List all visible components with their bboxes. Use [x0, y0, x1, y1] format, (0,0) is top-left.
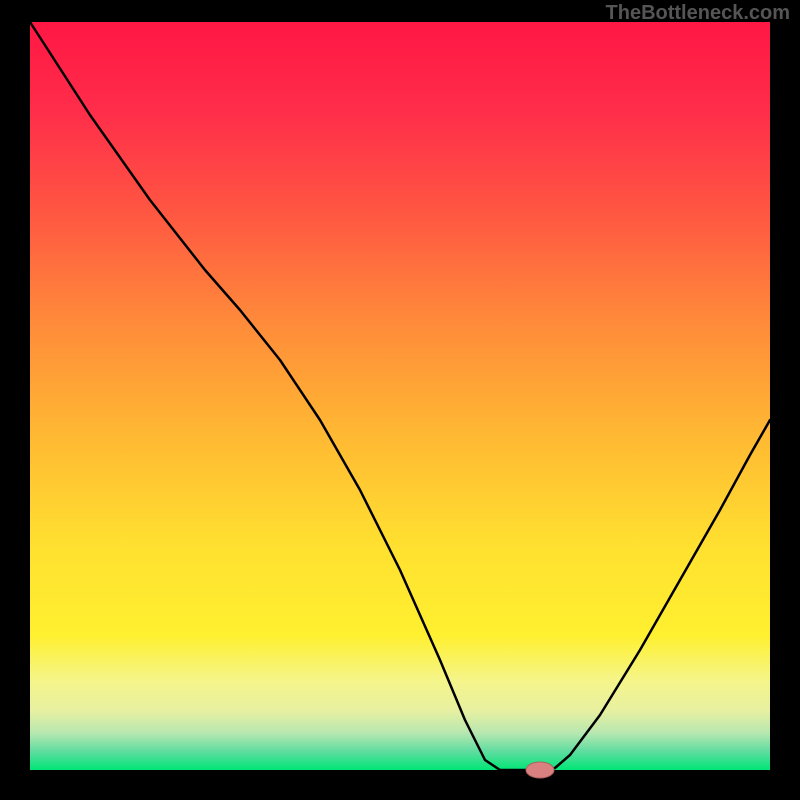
watermark-text: TheBottleneck.com [606, 2, 790, 25]
chart-container: TheBottleneck.com [0, 0, 800, 800]
optimal-marker [526, 762, 554, 778]
chart-background [30, 22, 770, 770]
bottleneck-chart [0, 0, 800, 800]
